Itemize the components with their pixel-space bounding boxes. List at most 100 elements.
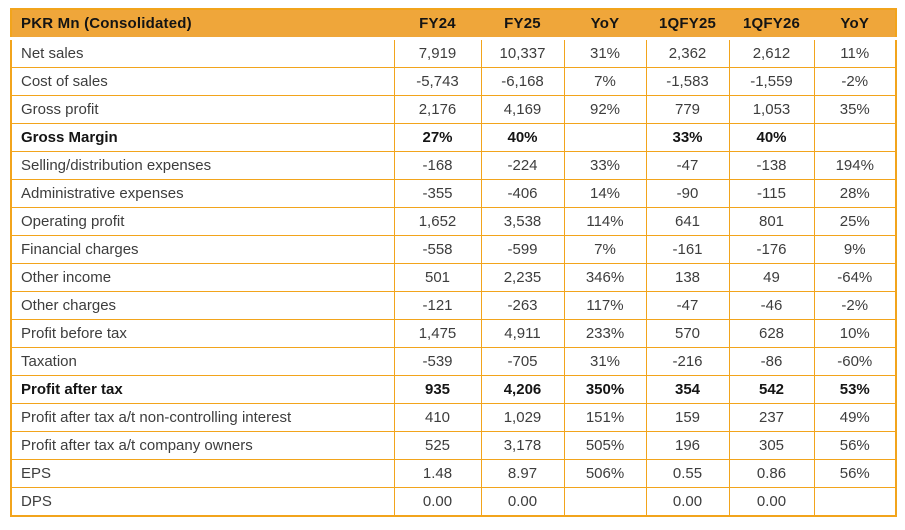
cell-yoy-fy: 31% bbox=[563, 347, 647, 376]
row-label: Other charges bbox=[10, 291, 395, 320]
cell-yoy-fy: 7% bbox=[563, 67, 647, 96]
header-col-1qfy25: 1QFY25 bbox=[645, 8, 730, 40]
cell-fy25: -6,168 bbox=[480, 67, 565, 96]
cell-fy25: 4,169 bbox=[480, 95, 565, 124]
cell-1qfy26: 0.00 bbox=[728, 487, 815, 517]
cell-fy24: -5,743 bbox=[393, 67, 482, 96]
cell-1qfy25: -161 bbox=[645, 235, 730, 264]
cell-yoy-1q: 49% bbox=[813, 403, 897, 432]
row-label: Operating profit bbox=[10, 207, 395, 236]
cell-fy24: 1,475 bbox=[393, 319, 482, 348]
cell-yoy-1q: 194% bbox=[813, 151, 897, 180]
cell-1qfy25: 570 bbox=[645, 319, 730, 348]
cell-yoy-fy: 151% bbox=[563, 403, 647, 432]
cell-yoy-1q: 28% bbox=[813, 179, 897, 208]
cell-yoy-1q: 35% bbox=[813, 95, 897, 124]
cell-fy24: -121 bbox=[393, 291, 482, 320]
cell-fy25: 40% bbox=[480, 123, 565, 152]
row-label: Administrative expenses bbox=[10, 179, 395, 208]
cell-1qfy25: 641 bbox=[645, 207, 730, 236]
row-label: Financial charges bbox=[10, 235, 395, 264]
cell-fy25: -224 bbox=[480, 151, 565, 180]
cell-yoy-fy: 346% bbox=[563, 263, 647, 292]
cell-fy24: 501 bbox=[393, 263, 482, 292]
table-row: Profit after tax a/t company owners 525 3,… bbox=[10, 431, 897, 460]
cell-fy25: 4,206 bbox=[480, 375, 565, 404]
cell-1qfy25: 33% bbox=[645, 123, 730, 152]
cell-yoy-fy: 33% bbox=[563, 151, 647, 180]
cell-1qfy26: -46 bbox=[728, 291, 815, 320]
cell-yoy-1q: -2% bbox=[813, 67, 897, 96]
cell-yoy-1q: 9% bbox=[813, 235, 897, 264]
cell-yoy-1q: 53% bbox=[813, 375, 897, 404]
cell-1qfy26: 0.86 bbox=[728, 459, 815, 488]
table-row: Operating profit 1,652 3,538 114% 641 801 25% bbox=[10, 207, 897, 236]
cell-fy24: 27% bbox=[393, 123, 482, 152]
cell-1qfy26: 1,053 bbox=[728, 95, 815, 124]
cell-fy25: 0.00 bbox=[480, 487, 565, 517]
row-label: Selling/distribution expenses bbox=[10, 151, 395, 180]
cell-fy25: 1,029 bbox=[480, 403, 565, 432]
row-label: Profit after tax a/t non-controlling int… bbox=[10, 403, 395, 432]
cell-fy25: 3,538 bbox=[480, 207, 565, 236]
table-row: Gross profit 2,176 4,169 92% 779 1,053 35% bbox=[10, 95, 897, 124]
header-col-1qfy26: 1QFY26 bbox=[728, 8, 815, 40]
table-row: DPS 0.00 0.00 0.00 0.00 bbox=[10, 487, 897, 517]
cell-1qfy25: 354 bbox=[645, 375, 730, 404]
cell-yoy-fy: 233% bbox=[563, 319, 647, 348]
cell-fy25: -406 bbox=[480, 179, 565, 208]
cell-1qfy26: -86 bbox=[728, 347, 815, 376]
row-label: Gross Margin bbox=[10, 123, 395, 152]
cell-1qfy25: -47 bbox=[645, 151, 730, 180]
cell-fy24: 935 bbox=[393, 375, 482, 404]
cell-yoy-1q: -60% bbox=[813, 347, 897, 376]
cell-1qfy25: -216 bbox=[645, 347, 730, 376]
cell-yoy-1q: 25% bbox=[813, 207, 897, 236]
cell-fy24: -355 bbox=[393, 179, 482, 208]
header-col-yoy-1q: YoY bbox=[813, 8, 897, 40]
cell-yoy-1q bbox=[813, 487, 897, 517]
row-label: Net sales bbox=[10, 38, 395, 68]
cell-fy24: 525 bbox=[393, 431, 482, 460]
cell-yoy-fy: 14% bbox=[563, 179, 647, 208]
table-row: EPS 1.48 8.97 506% 0.55 0.86 56% bbox=[10, 459, 897, 488]
cell-1qfy25: -1,583 bbox=[645, 67, 730, 96]
cell-1qfy25: -90 bbox=[645, 179, 730, 208]
cell-yoy-fy: 92% bbox=[563, 95, 647, 124]
header-col-fy24: FY24 bbox=[393, 8, 482, 40]
row-label: Profit after tax a/t company owners bbox=[10, 431, 395, 460]
cell-fy24: 1,652 bbox=[393, 207, 482, 236]
cell-yoy-fy: 117% bbox=[563, 291, 647, 320]
table-row: Profit before tax 1,475 4,911 233% 570 628 10% bbox=[10, 319, 897, 348]
cell-fy25: 4,911 bbox=[480, 319, 565, 348]
cell-1qfy26: 628 bbox=[728, 319, 815, 348]
row-label: Gross profit bbox=[10, 95, 395, 124]
table-row: Administrative expenses -355 -406 14% -90 -11… bbox=[10, 179, 897, 208]
cell-fy25: -599 bbox=[480, 235, 565, 264]
cell-yoy-1q: -2% bbox=[813, 291, 897, 320]
cell-fy25: 8.97 bbox=[480, 459, 565, 488]
cell-1qfy26: -138 bbox=[728, 151, 815, 180]
cell-1qfy25: 0.55 bbox=[645, 459, 730, 488]
table-row: Profit after tax a/t non-controlling int… bbox=[10, 403, 897, 432]
cell-fy24: 2,176 bbox=[393, 95, 482, 124]
table-row: Financial charges -558 -599 7% -161 -176 9% bbox=[10, 235, 897, 264]
row-label: Taxation bbox=[10, 347, 395, 376]
financial-results-table-wrap: PKR Mn (Consolidated) FY24 FY25 YoY 1QFY25 1… bbox=[10, 8, 897, 517]
cell-fy25: -705 bbox=[480, 347, 565, 376]
table-row: Cost of sales -5,743 -6,168 7% -1,583 -1,559-… bbox=[10, 67, 897, 96]
cell-1qfy26: 542 bbox=[728, 375, 815, 404]
cell-1qfy26: 237 bbox=[728, 403, 815, 432]
table-row: Other income 501 2,235 346% 138 49 -64% bbox=[10, 263, 897, 292]
table-row: Selling/distribution expenses -168 -224 33%… bbox=[10, 151, 897, 180]
table-row: Taxation -539 -705 31% -216 -86 -60% bbox=[10, 347, 897, 376]
cell-fy25: 2,235 bbox=[480, 263, 565, 292]
cell-1qfy26: 801 bbox=[728, 207, 815, 236]
row-label: Profit before tax bbox=[10, 319, 395, 348]
cell-yoy-1q: 10% bbox=[813, 319, 897, 348]
cell-yoy-fy bbox=[563, 123, 647, 152]
header-col-yoy-fy: YoY bbox=[563, 8, 647, 40]
cell-fy24: 1.48 bbox=[393, 459, 482, 488]
cell-1qfy25: 779 bbox=[645, 95, 730, 124]
cell-yoy-fy: 114% bbox=[563, 207, 647, 236]
